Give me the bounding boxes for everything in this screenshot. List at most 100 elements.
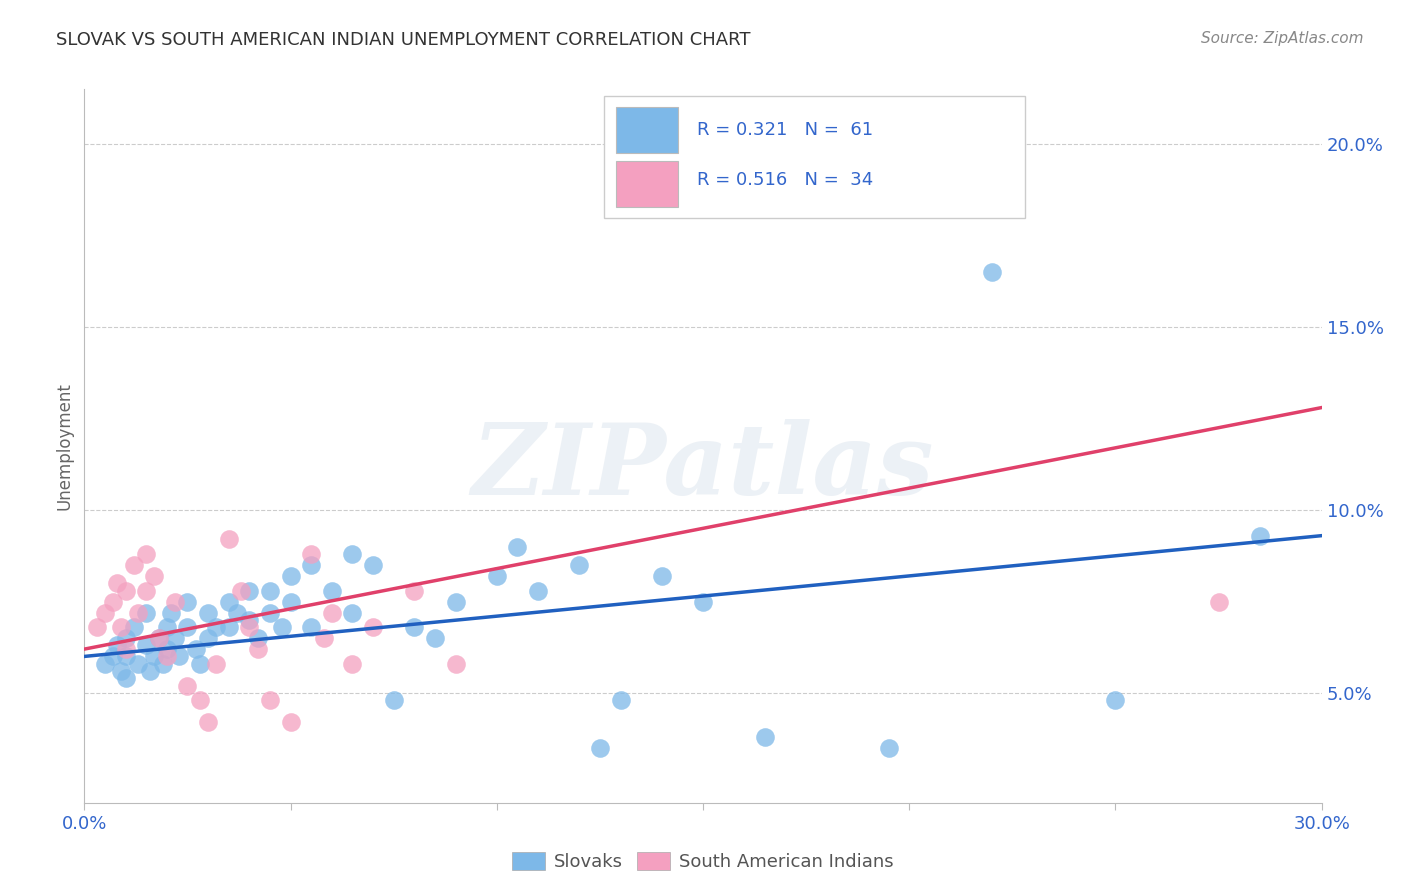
Point [139,664,162,678]
Point [259,606,281,620]
Point [105,576,128,591]
Point [135,639,157,653]
Point [280,569,302,583]
Point [86,620,108,634]
Point [321,606,343,620]
Point [259,693,281,707]
Point [404,583,426,598]
Point [960,181,983,195]
Text: R = 0.516   N =  34: R = 0.516 N = 34 [697,171,873,189]
Point [152,657,174,671]
Point [114,631,136,645]
Point [1249,529,1271,543]
Point [114,672,136,686]
FancyBboxPatch shape [616,107,678,153]
Point [165,631,187,645]
Point [1208,594,1230,608]
Point [205,657,228,671]
Point [205,620,228,634]
Point [238,620,260,634]
Point [299,620,322,634]
Point [444,657,467,671]
Point [568,558,591,572]
Point [506,540,529,554]
FancyBboxPatch shape [605,96,1025,218]
Point [188,657,211,671]
Point [143,649,166,664]
Point [105,639,128,653]
FancyBboxPatch shape [616,161,678,207]
Point [609,693,631,707]
Point [122,558,145,572]
Point [312,631,335,645]
Point [94,657,117,671]
Point [156,642,179,657]
Point [444,594,467,608]
Point [160,606,183,620]
Point [110,620,132,634]
Point [271,620,294,634]
Point [361,558,384,572]
Point [156,649,179,664]
Point [218,620,240,634]
Point [197,631,219,645]
Point [165,594,187,608]
Point [122,620,145,634]
Point [135,547,157,561]
Point [184,642,207,657]
Point [135,583,157,598]
Point [229,583,252,598]
Point [423,631,446,645]
Text: R = 0.321   N =  61: R = 0.321 N = 61 [697,121,873,139]
Text: SLOVAK VS SOUTH AMERICAN INDIAN UNEMPLOYMENT CORRELATION CHART: SLOVAK VS SOUTH AMERICAN INDIAN UNEMPLOY… [56,31,751,49]
Point [485,569,508,583]
Point [218,594,240,608]
Point [342,657,364,671]
Point [148,631,170,645]
Point [527,583,550,598]
Point [218,533,240,547]
Point [692,594,714,608]
Point [127,606,149,620]
Point [156,620,179,634]
Point [651,569,673,583]
Point [404,620,426,634]
Point [176,620,198,634]
Point [143,569,166,583]
Point [114,649,136,664]
Point [94,606,117,620]
Y-axis label: Unemployment: Unemployment [55,382,73,510]
Text: Source: ZipAtlas.com: Source: ZipAtlas.com [1201,31,1364,46]
Point [103,649,125,664]
Point [110,664,132,678]
Point [188,693,211,707]
Point [342,606,364,620]
Point [238,613,260,627]
Legend: Slovaks, South American Indians: Slovaks, South American Indians [505,845,901,879]
Point [238,583,260,598]
Point [321,583,343,598]
Point [114,583,136,598]
Point [361,620,384,634]
Point [197,715,219,730]
Point [259,583,281,598]
Point [226,606,249,620]
Point [135,606,157,620]
Point [299,547,322,561]
Point [114,642,136,657]
Point [754,730,776,744]
Text: ZIPatlas: ZIPatlas [472,419,934,516]
Point [589,740,612,755]
Point [127,657,149,671]
Point [299,558,322,572]
Point [176,679,198,693]
Point [877,740,900,755]
Point [246,642,269,657]
Point [167,649,190,664]
Point [280,715,302,730]
Point [980,265,1002,279]
Point [246,631,269,645]
Point [342,547,364,561]
Point [148,631,170,645]
Point [1104,693,1126,707]
